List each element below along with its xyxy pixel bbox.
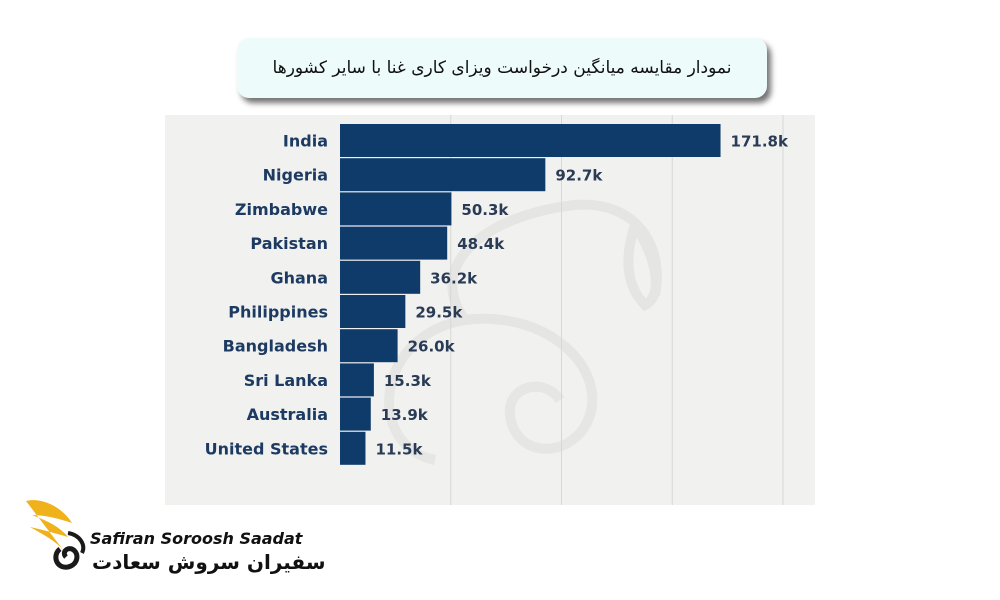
bar-4 <box>340 260 421 294</box>
company-logo: Safiran Soroosh Saadat سفیران سروش سعادت <box>22 493 326 583</box>
category-label-3: Pakistan <box>250 234 328 253</box>
value-labels: 171.8k 92.7k 50.3k 48.4k 36.2k 29.5k 26.0k 15.3… <box>375 133 789 459</box>
logo-name-en: Safiran Soroosh Saadat <box>90 529 303 548</box>
category-label-2: Zimbabwe <box>235 200 328 219</box>
value-label-6: 26.0k <box>408 338 456 356</box>
category-labels: India Nigeria Zimbabwe Pakistan Ghana Philipp… <box>205 132 329 459</box>
category-label-8: Australia <box>247 405 328 424</box>
bar-8 <box>340 397 371 431</box>
category-label-0: India <box>283 132 328 151</box>
bars <box>340 124 721 465</box>
bar-7 <box>340 363 374 397</box>
bar-0 <box>340 124 721 157</box>
bar-3 <box>340 226 448 260</box>
category-label-7: Sri Lanka <box>244 371 328 390</box>
chart-title: نمودار مقایسه میانگین درخواست ویزای کاری… <box>272 58 732 78</box>
phoenix-logo-icon <box>26 500 86 570</box>
bar-chart: India Nigeria Zimbabwe Pakistan Ghana Philipp… <box>205 115 789 505</box>
value-label-5: 29.5k <box>415 304 463 322</box>
watermark <box>384 199 662 465</box>
bar-2 <box>340 192 452 226</box>
category-label-4: Ghana <box>270 268 328 287</box>
value-label-4: 36.2k <box>430 269 478 287</box>
category-label-1: Nigeria <box>263 166 328 185</box>
bar-5 <box>340 295 406 328</box>
value-label-0: 171.8k <box>731 133 789 151</box>
chart-area: India Nigeria Zimbabwe Pakistan Ghana Philipp… <box>165 115 815 505</box>
category-label-9: United States <box>205 439 328 458</box>
logo-name-fa: سفیران سروش سعادت <box>92 550 326 574</box>
bar-6 <box>340 329 398 363</box>
bar-1 <box>340 158 546 192</box>
value-label-8: 13.9k <box>381 406 429 424</box>
category-label-5: Philippines <box>228 303 328 322</box>
value-label-1: 92.7k <box>555 167 603 185</box>
value-label-7: 15.3k <box>384 372 432 390</box>
value-label-9: 11.5k <box>375 440 423 458</box>
value-label-3: 48.4k <box>457 235 505 253</box>
category-label-6: Bangladesh <box>223 337 328 356</box>
value-label-2: 50.3k <box>461 201 509 219</box>
chart-title-box: نمودار مقایسه میانگین درخواست ویزای کاری… <box>237 38 767 98</box>
bar-9 <box>340 431 366 465</box>
